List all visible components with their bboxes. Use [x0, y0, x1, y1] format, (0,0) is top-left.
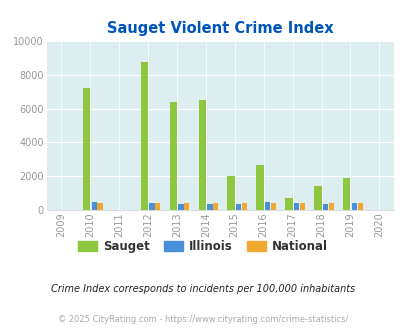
Bar [83, 87, 90, 210]
Bar [213, 203, 218, 210]
Bar [299, 203, 304, 210]
Bar [149, 203, 154, 210]
Bar [97, 203, 102, 210]
Bar [169, 102, 177, 210]
Title: Sauget Violent Crime Index: Sauget Violent Crime Index [107, 21, 333, 36]
Bar [342, 178, 350, 210]
Bar [236, 204, 241, 210]
Bar [285, 198, 292, 210]
Bar [198, 100, 205, 210]
Legend: Sauget, Illinois, National: Sauget, Illinois, National [75, 236, 330, 256]
Bar [351, 204, 356, 210]
Bar [357, 203, 362, 210]
Text: © 2025 CityRating.com - https://www.cityrating.com/crime-statistics/: © 2025 CityRating.com - https://www.city… [58, 315, 347, 324]
Bar [178, 204, 183, 210]
Bar [141, 62, 147, 210]
Bar [184, 203, 189, 210]
Bar [313, 186, 321, 210]
Bar [155, 203, 160, 210]
Bar [270, 203, 275, 210]
Text: Crime Index corresponds to incidents per 100,000 inhabitants: Crime Index corresponds to incidents per… [51, 284, 354, 294]
Bar [227, 176, 234, 210]
Bar [256, 165, 263, 210]
Bar [207, 204, 212, 210]
Bar [92, 202, 96, 210]
Bar [241, 203, 247, 210]
Bar [328, 203, 333, 210]
Bar [264, 202, 270, 210]
Bar [293, 203, 298, 210]
Bar [322, 204, 327, 210]
